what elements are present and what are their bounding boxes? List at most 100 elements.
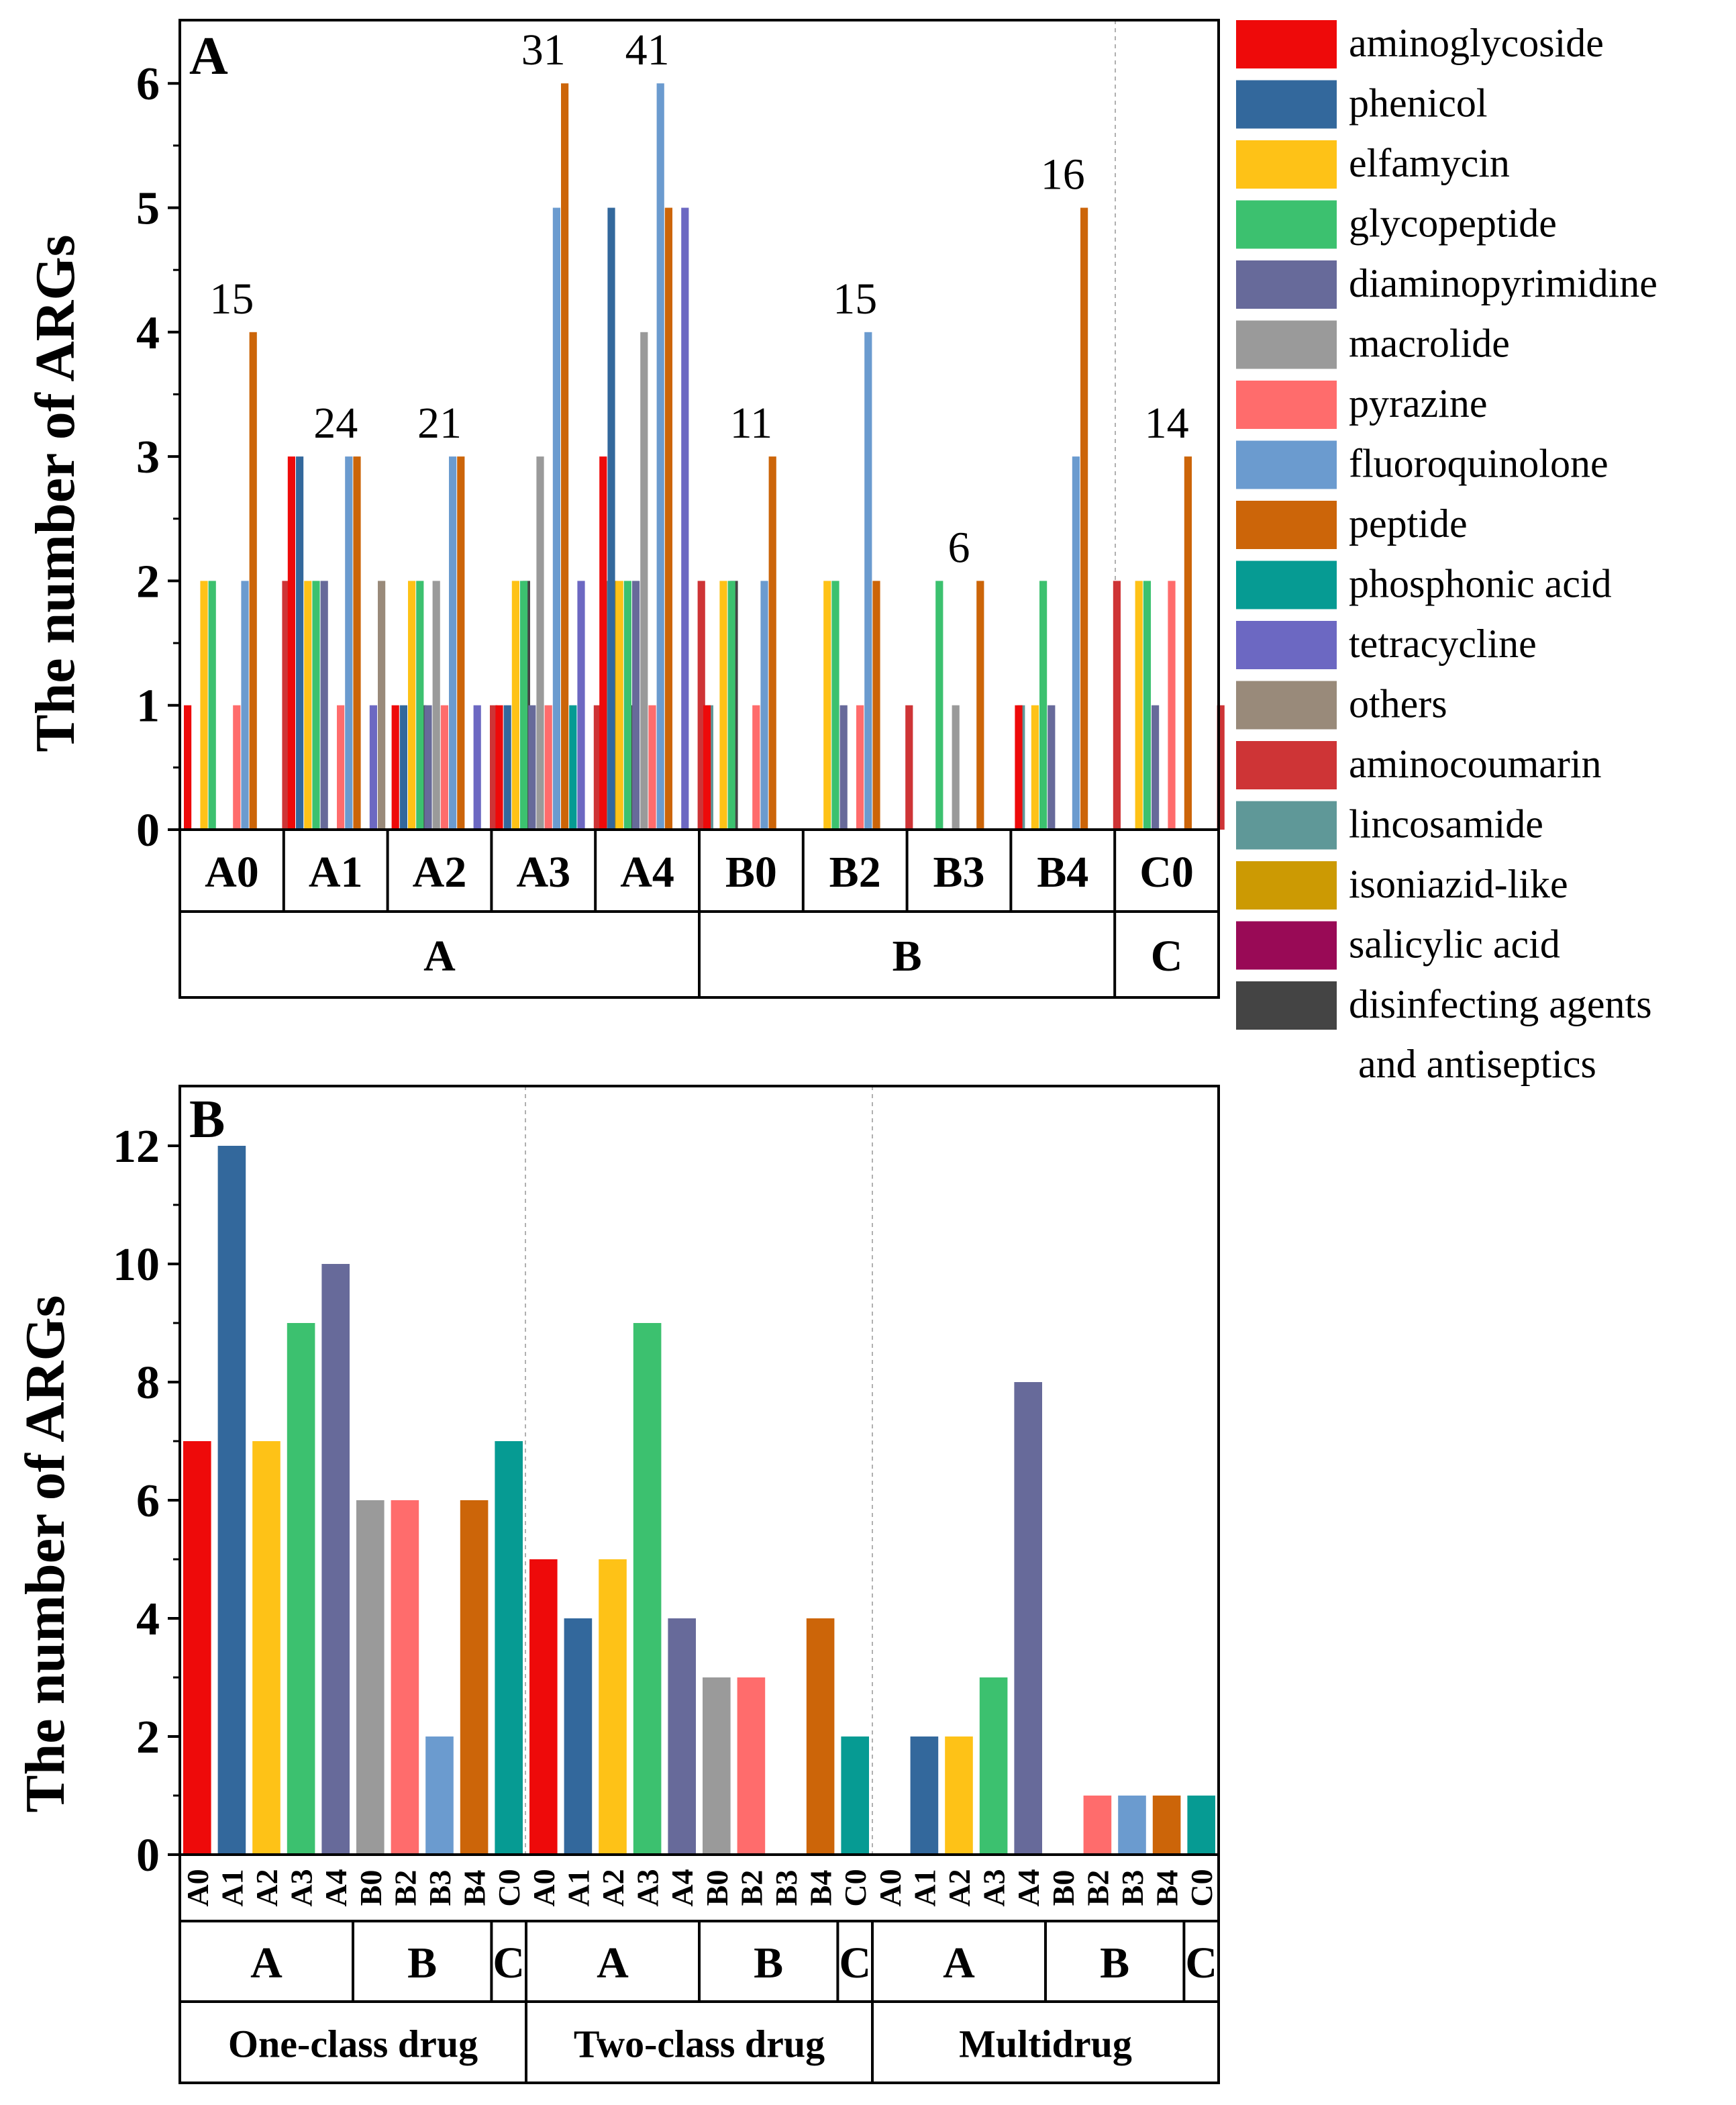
- bar-b2-pyrazine: [856, 705, 864, 830]
- category-label-b4: B4: [1150, 1870, 1184, 1906]
- bar-a1-others: [378, 581, 386, 830]
- sample-label-a0: A0: [205, 848, 259, 897]
- bar-a4-aminocoumarin: [697, 581, 705, 830]
- sample-label-a2: A2: [413, 848, 467, 897]
- bar-a0-fluoroquinolone: [241, 581, 249, 830]
- bar-a2-fluoroquinolone: [449, 456, 457, 830]
- panel-a-letter: A: [189, 27, 228, 86]
- legend-swatch-peptide: [1236, 501, 1337, 549]
- bar-a4-pyrazine: [648, 705, 656, 830]
- category-label-a1: A1: [215, 1869, 249, 1906]
- category-label-b0: B0: [1046, 1870, 1080, 1906]
- total-label-a1: 24: [313, 399, 358, 448]
- bar-two-class-drug-b4: [806, 1618, 835, 1855]
- category-label-a1: A1: [907, 1869, 941, 1906]
- subgroup-label-a: A: [250, 1939, 283, 1988]
- bar-one-class-drug-b2: [391, 1500, 419, 1855]
- bar-a1-phenicol: [296, 456, 304, 830]
- bar-a0-aminocoumarin: [282, 581, 290, 830]
- bar-a2-diaminopyrimidine: [424, 705, 432, 830]
- legend-swatch-aminoglycoside: [1236, 20, 1337, 68]
- bar-one-class-drug-a2: [252, 1441, 280, 1855]
- legend-label-macrolide: macrolide: [1349, 322, 1510, 366]
- subgroup-label-c: C: [839, 1939, 871, 1988]
- legend-label-fluoroquinolone: fluoroquinolone: [1349, 442, 1609, 486]
- bar-a1-glycopeptide: [312, 581, 320, 830]
- bar-a2-glycopeptide: [416, 581, 424, 830]
- bar-multidrug-a3: [979, 1677, 1008, 1855]
- bar-a2-peptide: [457, 456, 465, 830]
- legend-swatch-aminocoumarin: [1236, 741, 1337, 789]
- bar-a2-aminoglycoside: [391, 705, 399, 830]
- panel-b-axis-table: [178, 1853, 1220, 2084]
- panel-a-ytick-label: 3: [136, 432, 160, 483]
- legend-swatch-macrolide: [1236, 320, 1337, 369]
- category-label-b3: B3: [769, 1870, 803, 1906]
- bar-b0-pyrazine: [752, 705, 760, 830]
- bar-b4-fluoroquinolone: [1072, 456, 1080, 830]
- bar-b0-elfamycin: [719, 581, 727, 830]
- subgroup-label-a: A: [597, 1939, 629, 1988]
- group-label-b: B: [892, 932, 922, 981]
- legend-label-peptide: peptide: [1349, 501, 1468, 546]
- bar-a2-macrolide: [432, 581, 440, 830]
- bar-c0-glycopeptide: [1143, 581, 1151, 830]
- total-label-c0: 14: [1145, 399, 1189, 448]
- sample-label-b0: B0: [725, 848, 777, 897]
- legend-label-pyrazine: pyrazine: [1349, 381, 1488, 426]
- legend-label-lincosamide: lincosamide: [1349, 802, 1543, 846]
- total-label-a4: 41: [625, 26, 670, 75]
- bar-multidrug-b3: [1118, 1796, 1146, 1855]
- subgroup-label-b: B: [407, 1939, 437, 1988]
- bar-a0-pyrazine: [233, 705, 241, 830]
- category-label-a3: A3: [285, 1869, 319, 1906]
- panel-a-y-axis-title: The number of ARGs: [24, 235, 87, 752]
- bar-two-class-drug-a0: [529, 1559, 558, 1855]
- category-label-a4: A4: [1011, 1869, 1045, 1906]
- total-label-a0: 15: [209, 275, 254, 324]
- category-label-b2: B2: [388, 1870, 422, 1906]
- bar-a4-fluoroquinolone: [656, 83, 664, 830]
- bar-a0-elfamycin: [200, 581, 208, 830]
- category-label-a3: A3: [631, 1869, 665, 1906]
- category-label-c0: C0: [838, 1869, 872, 1906]
- total-label-b2: 15: [833, 275, 877, 324]
- bar-a2-phenicol: [399, 705, 407, 830]
- bar-multidrug-a4: [1014, 1382, 1042, 1855]
- legend-label-tetracycline: tetracycline: [1349, 622, 1537, 666]
- bar-a1-elfamycin: [304, 581, 312, 830]
- bar-b3-peptide: [976, 581, 984, 830]
- panel-a-ytick-label: 6: [136, 58, 160, 110]
- bar-two-class-drug-c0: [841, 1736, 869, 1855]
- category-label-b0: B0: [354, 1870, 388, 1906]
- sample-label-b2: B2: [829, 848, 881, 897]
- legend: aminoglycoside phenicol elfamycin glycopept…: [1236, 20, 1657, 1086]
- category-label-b2: B2: [734, 1870, 768, 1906]
- bar-a2-aminocoumarin: [490, 705, 498, 830]
- bar-a3-aminocoumarin: [593, 705, 601, 830]
- legend-swatch-phenicol: [1236, 80, 1337, 129]
- bar-a4-diaminopyrimidine: [632, 581, 640, 830]
- legend-label-diaminopyrimidine: diaminopyrimidine: [1349, 261, 1657, 305]
- bar-two-class-drug-b0: [703, 1677, 731, 1855]
- category-label-a2: A2: [250, 1869, 284, 1906]
- legend-label-others: others: [1349, 682, 1447, 726]
- bar-b4-peptide: [1080, 207, 1088, 830]
- bar-c0-diaminopyrimidine: [1152, 705, 1160, 830]
- legend-swatch-salicylic-acid: [1236, 921, 1337, 970]
- legend-label-phosphonic-acid: phosphonic acid: [1349, 562, 1612, 606]
- total-label-b4: 16: [1041, 150, 1085, 199]
- bar-b2-diaminopyrimidine: [839, 705, 848, 830]
- bar-one-class-drug-b3: [425, 1736, 454, 1855]
- bar-a1-aminoglycoside: [287, 456, 295, 830]
- bar-a1-peptide: [353, 456, 361, 830]
- category-label-a2: A2: [596, 1869, 630, 1906]
- total-label-b0: 11: [730, 399, 773, 448]
- subgroup-label-a: A: [943, 1939, 975, 1988]
- bar-a3-fluoroquinolone: [552, 207, 560, 830]
- legend-swatch-lincosamide: [1236, 801, 1337, 850]
- category-label-a4: A4: [319, 1869, 353, 1906]
- bar-a0-aminoglycoside: [184, 705, 192, 830]
- legend-swatch-glycopeptide: [1236, 200, 1337, 249]
